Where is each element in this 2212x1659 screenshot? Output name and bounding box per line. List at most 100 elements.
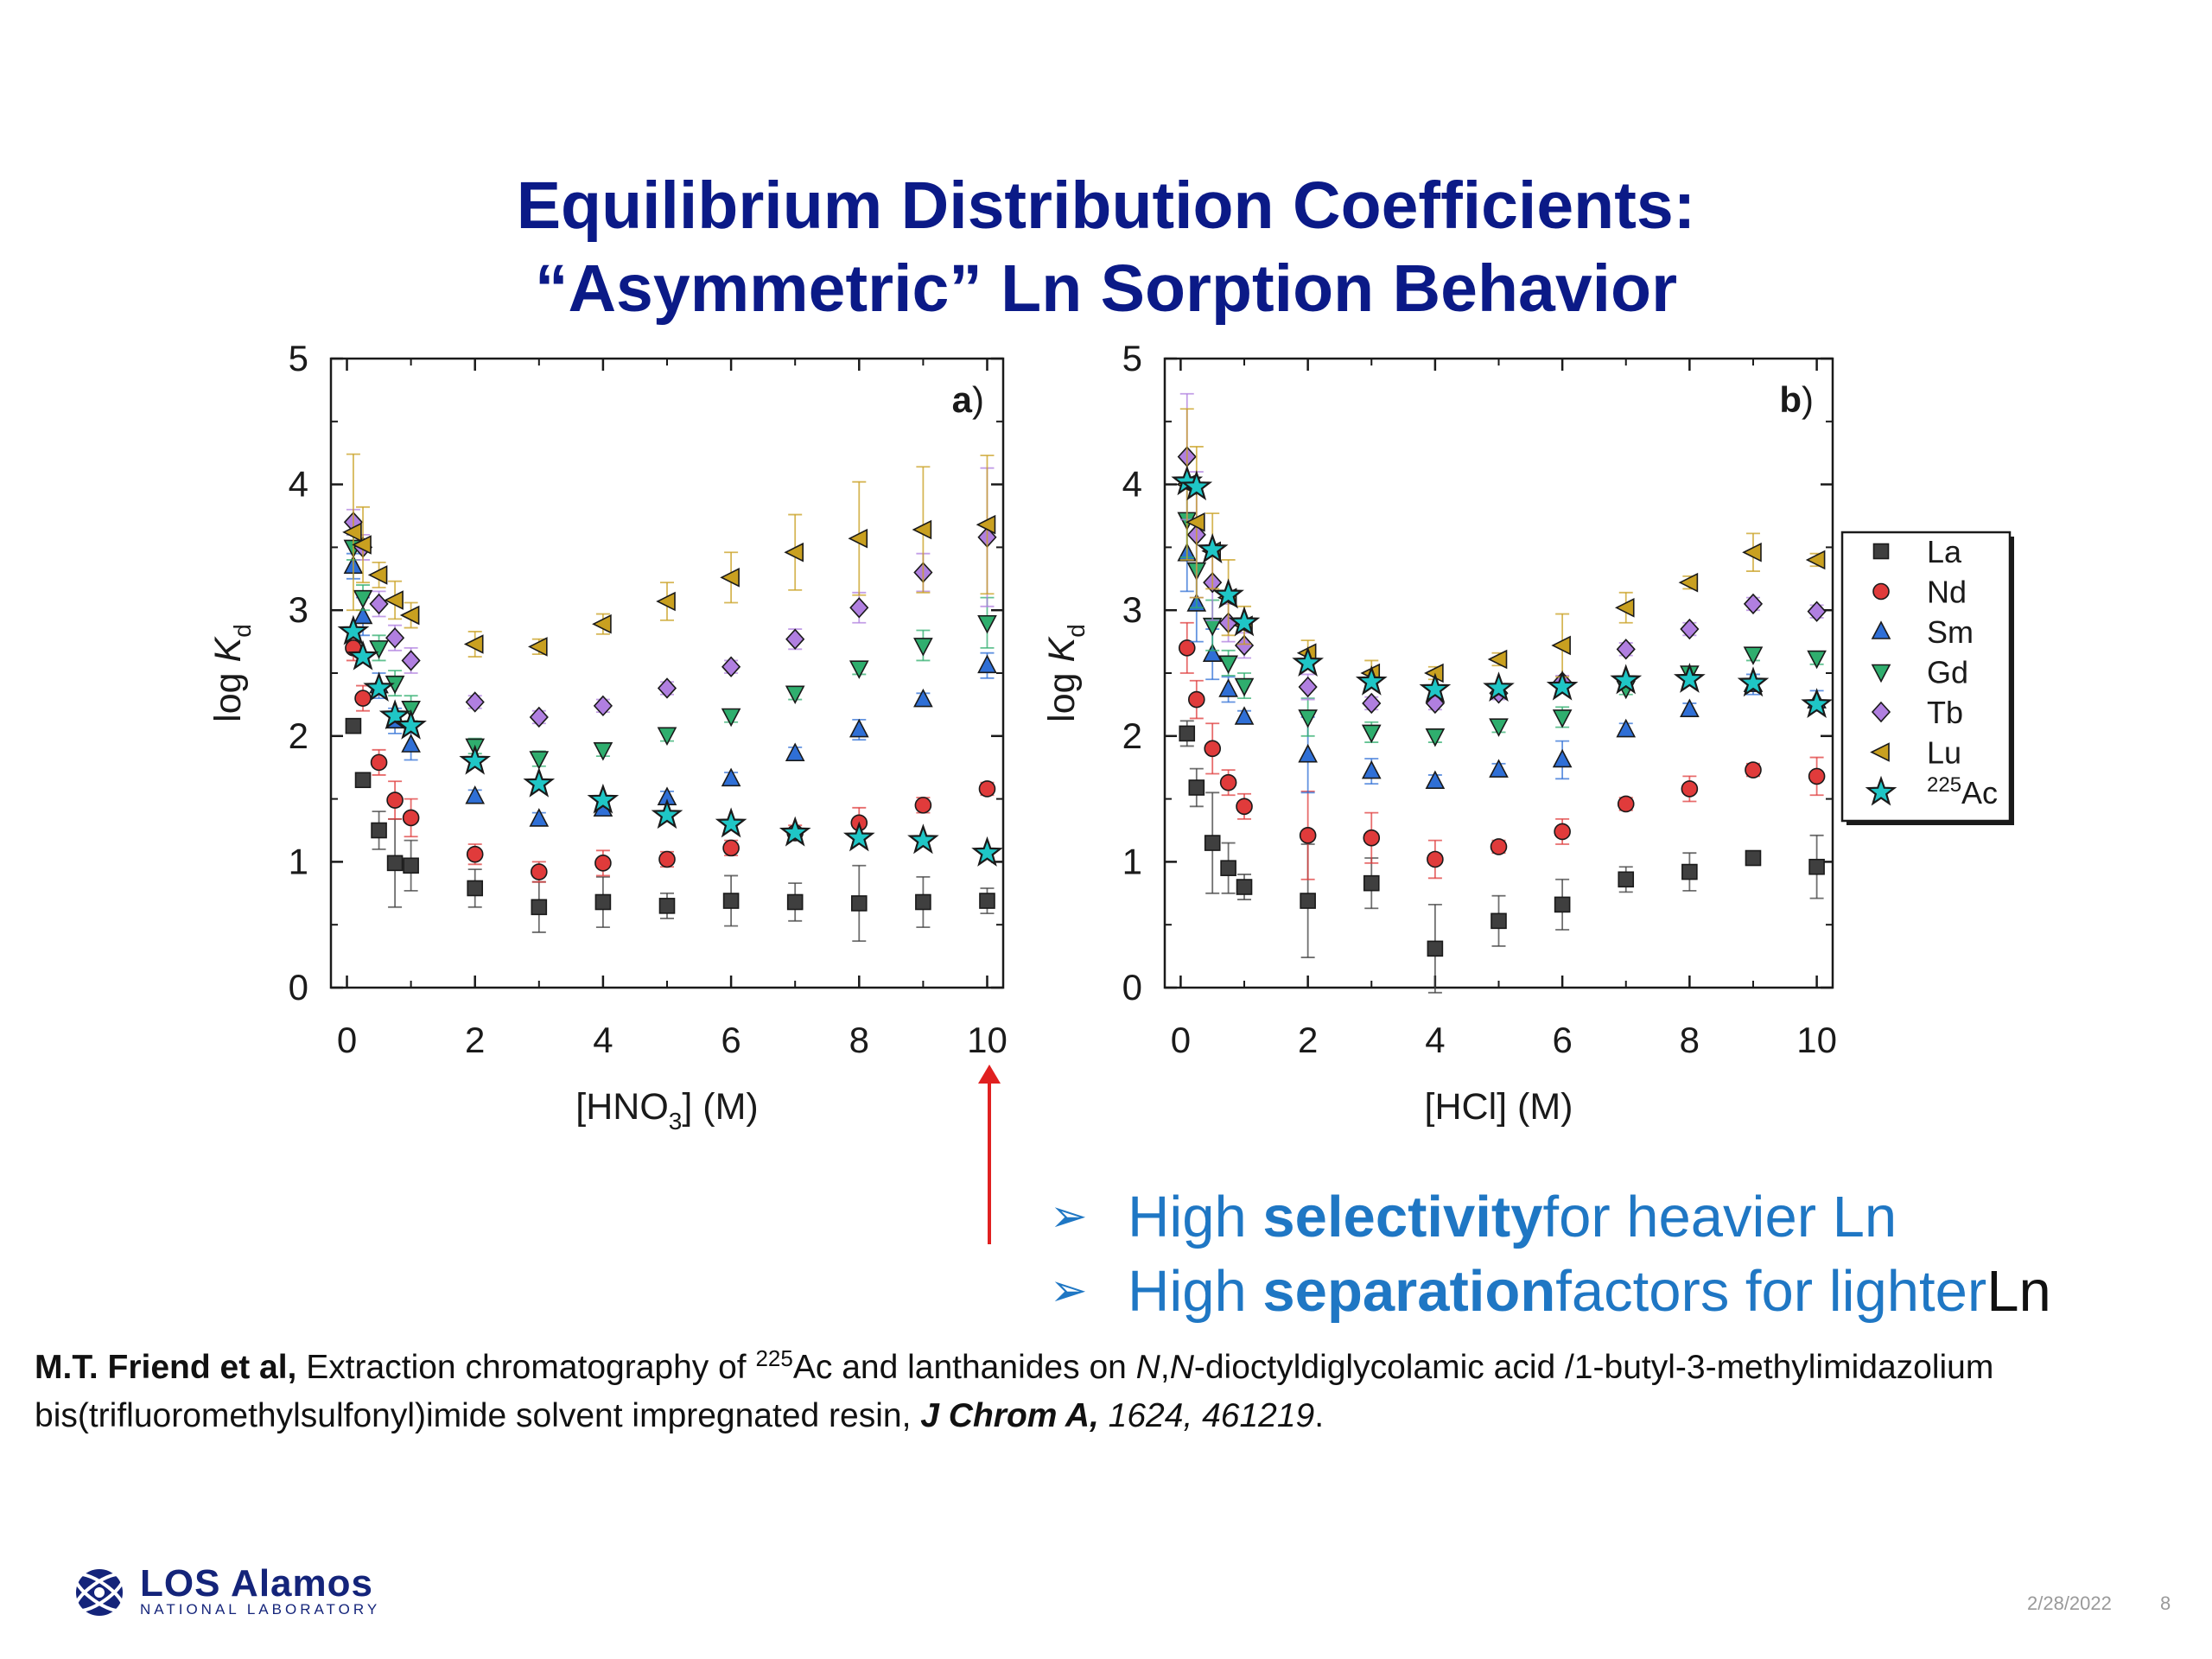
legend-box bbox=[1840, 531, 2012, 823]
data-point-Nd bbox=[1204, 740, 1222, 758]
bullet-text-tail: Ln bbox=[1986, 1258, 2051, 1324]
x-tick-label: 0 bbox=[1171, 1020, 1191, 1060]
data-point-Lu bbox=[1614, 597, 1635, 618]
legend-label: La bbox=[1927, 534, 1962, 569]
data-point-Sm bbox=[529, 808, 550, 827]
citation-comma: , bbox=[1160, 1349, 1170, 1386]
y-axis-label-italic: K bbox=[1041, 635, 1083, 662]
data-point-Gd bbox=[369, 640, 389, 659]
data-point-Tb bbox=[1680, 618, 1700, 640]
data-point-Sm bbox=[1218, 678, 1238, 697]
data-point-Sm bbox=[913, 688, 933, 708]
data-point-Tb bbox=[1807, 601, 1827, 622]
data-point-La bbox=[1491, 912, 1507, 930]
data-point-225Ac bbox=[779, 816, 811, 847]
data-point-Sm bbox=[1489, 759, 1509, 778]
y-tick-label: 4 bbox=[1122, 464, 1142, 505]
data-point-La bbox=[1204, 835, 1221, 851]
data-point-225Ac bbox=[523, 766, 556, 798]
legend-label: Gd bbox=[1927, 655, 1968, 690]
data-point-La bbox=[1179, 725, 1196, 742]
data-point-Nd bbox=[1808, 767, 1826, 785]
data-point-Tb bbox=[849, 597, 869, 619]
data-point-La bbox=[1808, 858, 1825, 875]
slide-title: Equilibrium Distribution Coefficients: “… bbox=[0, 164, 2212, 330]
data-point-Nd bbox=[386, 791, 404, 809]
y-tick-label: 1 bbox=[289, 841, 308, 881]
data-point-Nd bbox=[658, 850, 676, 868]
legend-marker-Nd bbox=[1872, 582, 1890, 601]
data-point-Nd bbox=[370, 753, 388, 772]
y-tick-label: 5 bbox=[289, 338, 308, 378]
data-point-225Ac bbox=[346, 639, 379, 671]
data-point-Tb bbox=[385, 627, 405, 649]
citation: M.T. Friend et al, Extraction chromatogr… bbox=[35, 1344, 2195, 1440]
footer-date: 2/28/2022 bbox=[2027, 1592, 2112, 1614]
series-La bbox=[345, 717, 995, 943]
data-point-225Ac bbox=[1196, 532, 1229, 563]
data-point-225Ac bbox=[1737, 666, 1770, 697]
data-point-Tb bbox=[1298, 676, 1318, 698]
data-point-225Ac bbox=[1419, 672, 1452, 703]
data-point-Nd bbox=[1554, 823, 1571, 841]
data-point-La bbox=[722, 893, 740, 909]
citation-italic-n1: N bbox=[1135, 1349, 1160, 1386]
data-point-La bbox=[467, 880, 484, 897]
data-point-225Ac bbox=[363, 671, 395, 702]
legend-label: 225Ac bbox=[1927, 773, 1998, 810]
x-tick-label: 4 bbox=[593, 1020, 613, 1060]
data-point-225Ac bbox=[1546, 670, 1579, 701]
data-point-Nd bbox=[722, 839, 740, 857]
y-tick-label: 0 bbox=[289, 967, 308, 1007]
data-point-Tb bbox=[529, 706, 549, 728]
data-point-Gd bbox=[913, 638, 933, 657]
data-point-Nd bbox=[978, 780, 996, 798]
data-point-Sm bbox=[1234, 706, 1255, 725]
data-point-Nd bbox=[466, 845, 484, 863]
x-axis-label: [HCl] (M) bbox=[1425, 1086, 1573, 1128]
citation-superscript: 225 bbox=[755, 1345, 793, 1371]
data-point-225Ac bbox=[1180, 470, 1213, 501]
data-point-225Ac bbox=[907, 823, 939, 855]
citation-journal: J Chrom A, bbox=[920, 1397, 1099, 1434]
data-point-225Ac bbox=[842, 821, 875, 852]
data-point-La bbox=[658, 898, 676, 914]
data-point-Gd bbox=[977, 614, 997, 634]
chart-panel-b: 0 1 2 3 4 5 0 2 4 6 8 10 [HCl] (M) log Kd b) bbox=[1041, 338, 1837, 1128]
legend-marker-La bbox=[1872, 543, 1890, 560]
data-point-Lu bbox=[352, 535, 372, 555]
bullet-text-post: factors for lighter bbox=[1555, 1258, 1987, 1324]
panel-label: a) bbox=[952, 379, 984, 420]
bullet-separation: ➢ High separation factors for lighter Ln bbox=[1050, 1254, 2051, 1328]
citation-ref: 1624, 461219 bbox=[1098, 1397, 1315, 1434]
data-point-La bbox=[594, 893, 612, 911]
logo-sub-text: NATIONAL LABORATORY bbox=[140, 1601, 381, 1618]
legend-label: Tb bbox=[1927, 695, 1963, 730]
data-point-La bbox=[1300, 893, 1316, 909]
data-point-225Ac bbox=[1801, 688, 1833, 718]
data-point-Nd bbox=[914, 797, 932, 814]
y-axis-label-sub: d bbox=[1063, 624, 1090, 638]
data-point-Nd bbox=[1617, 795, 1635, 813]
data-point-Gd bbox=[1361, 724, 1382, 744]
data-point-Gd bbox=[1298, 709, 1318, 728]
data-point-Gd bbox=[721, 708, 741, 728]
panel-paren: ) bbox=[972, 379, 984, 420]
data-point-Tb bbox=[369, 593, 389, 615]
data-point-Nd bbox=[354, 690, 372, 707]
data-point-Lu bbox=[1805, 550, 1826, 570]
data-point-Nd bbox=[594, 855, 612, 872]
series-Lu bbox=[1175, 408, 1826, 687]
data-point-225Ac bbox=[395, 709, 427, 740]
x-tick-label: 2 bbox=[465, 1020, 485, 1060]
data-point-La bbox=[1618, 871, 1635, 888]
page-number: 8 bbox=[2160, 1592, 2171, 1614]
data-point-La bbox=[1363, 874, 1380, 892]
data-point-Sm bbox=[1425, 770, 1446, 790]
y-tick-label: 5 bbox=[1122, 338, 1142, 378]
data-point-Sm bbox=[721, 767, 741, 787]
data-point-Gd bbox=[1489, 718, 1509, 737]
logo-main-text: LOS Alamos bbox=[140, 1562, 373, 1605]
x-tick-label: 6 bbox=[721, 1020, 741, 1060]
